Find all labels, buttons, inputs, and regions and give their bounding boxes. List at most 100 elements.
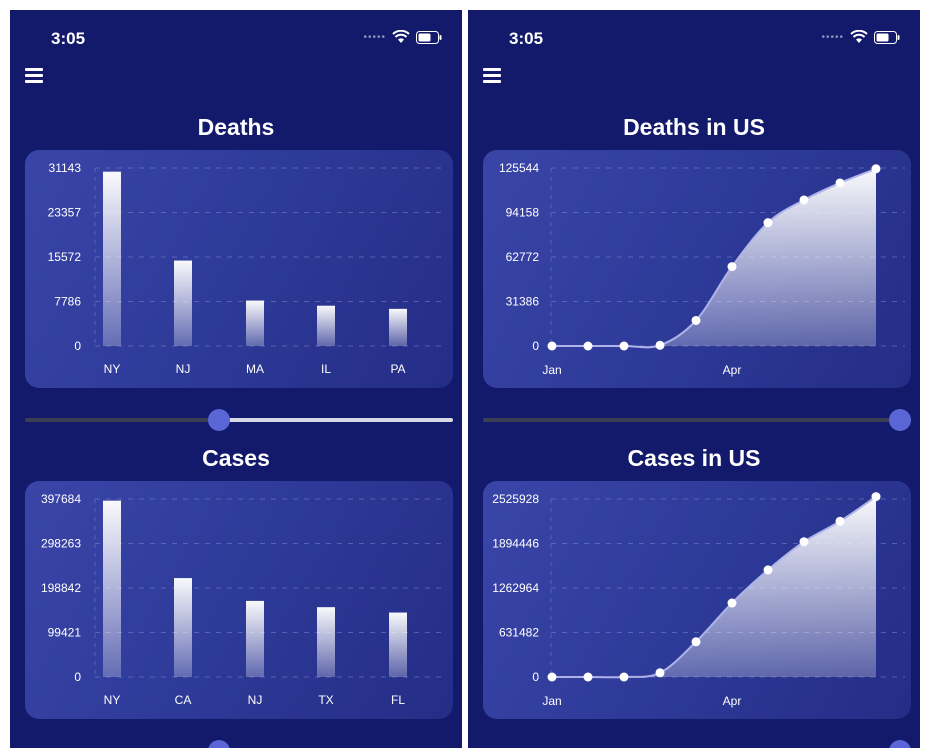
- data-point: [583, 672, 593, 682]
- wifi-icon: [392, 30, 410, 43]
- chart-title-deaths: Deaths: [197, 114, 275, 140]
- y-tick-label: 23357: [48, 206, 82, 220]
- data-point: [619, 341, 629, 351]
- data-point: [799, 195, 809, 205]
- x-tick-label: TX: [318, 693, 333, 707]
- slider-knob[interactable]: [207, 409, 230, 431]
- y-tick-label: 2525928: [492, 492, 539, 506]
- bar-chart-deaths: 31143 23357 15572 7786 0 NY NJ MA IL PA: [48, 161, 447, 376]
- menu-icon[interactable]: [483, 68, 501, 83]
- bar-nj: [174, 260, 192, 346]
- bar-fl: [389, 612, 407, 677]
- data-point: [871, 492, 881, 502]
- bar-ny: [103, 171, 121, 346]
- slider-deaths[interactable]: [25, 409, 453, 431]
- y-tick-label: 631482: [499, 626, 539, 640]
- status-icons: •••••: [363, 30, 442, 44]
- bar-nj: [246, 600, 264, 677]
- y-tick-label: 298263: [41, 537, 81, 551]
- y-tick-label: 1894446: [492, 537, 539, 551]
- series-line: [552, 167, 877, 349]
- y-tick-label: 397684: [41, 492, 81, 506]
- y-tick-label: 0: [532, 670, 539, 684]
- y-tick-label: 62772: [506, 250, 540, 264]
- battery-icon: [416, 30, 442, 44]
- data-point: [835, 516, 845, 526]
- x-tick-label: NJ: [248, 693, 263, 707]
- data-point: [547, 341, 557, 351]
- chart-card-cases-us: 2525928 1894446 1262964 631482 0 Jan Apr: [483, 481, 911, 719]
- y-tick-label: 125544: [499, 161, 539, 175]
- chart-title-deaths-us: Deaths in US: [623, 114, 765, 140]
- data-point: [655, 668, 665, 678]
- y-tick-label: 7786: [54, 295, 81, 309]
- slider-deaths-us[interactable]: [483, 409, 911, 431]
- slider-knob[interactable]: [207, 740, 230, 748]
- x-tick-label: Jan: [542, 363, 561, 377]
- status-icons: •••••: [821, 30, 900, 44]
- x-tick-label: CA: [175, 693, 192, 707]
- data-point: [655, 340, 665, 350]
- x-tick-label: Apr: [723, 363, 742, 377]
- slider-knob[interactable]: [889, 409, 911, 431]
- y-tick-label: 15572: [48, 250, 82, 264]
- data-point: [547, 672, 557, 682]
- x-tick-label: FL: [391, 693, 405, 707]
- status-time: 3:05: [509, 29, 544, 48]
- x-tick-label: Jan: [542, 694, 561, 708]
- chart-card-cases: 397684 298263 198842 99421 0 NY CA NJ TX FL: [25, 481, 453, 719]
- data-point: [691, 315, 701, 325]
- data-point: [763, 565, 773, 575]
- wifi-icon: [850, 30, 868, 43]
- bar-il: [317, 305, 335, 346]
- data-point: [619, 672, 629, 682]
- y-tick-label: 94158: [506, 206, 540, 220]
- chart-card-deaths: 31143 23357 15572 7786 0 NY NJ MA IL PA: [25, 150, 453, 388]
- bar-ca: [174, 578, 192, 677]
- data-point: [763, 218, 773, 228]
- battery-icon: [874, 30, 900, 44]
- chart-title-cases: Cases: [202, 445, 270, 471]
- menu-icon[interactable]: [25, 68, 43, 83]
- y-tick-label: 1262964: [492, 581, 539, 595]
- status-time: 3:05: [51, 29, 86, 48]
- x-tick-label: Apr: [723, 694, 742, 708]
- bar-ma: [246, 300, 264, 346]
- area-fill: [552, 496, 876, 678]
- phone-screen-right: 3:05 ••••• Deaths in US 125544 94158 62772…: [468, 10, 920, 748]
- y-tick-label: 198842: [41, 581, 81, 595]
- phone-screen-left: 3:05 ••••• Deaths 31143 23357 15572 7786 0 NY…: [10, 10, 462, 748]
- x-tick-label: MA: [246, 362, 264, 376]
- signal-icon: •••••: [821, 31, 844, 43]
- x-tick-label: PA: [390, 362, 405, 376]
- bar-tx: [317, 607, 335, 677]
- signal-icon: •••••: [363, 31, 386, 43]
- data-point: [583, 341, 593, 351]
- bar-chart-cases: 397684 298263 198842 99421 0 NY CA NJ TX FL: [41, 492, 447, 707]
- data-point: [727, 598, 737, 608]
- data-point: [691, 637, 701, 647]
- slider-cases-us[interactable]: [483, 740, 911, 748]
- x-tick-label: IL: [321, 362, 331, 376]
- slider-knob[interactable]: [889, 740, 911, 748]
- x-tick-label: NY: [104, 693, 121, 707]
- data-point: [835, 178, 845, 188]
- bar-pa: [389, 308, 407, 346]
- area-fill: [552, 168, 876, 348]
- y-tick-label: 0: [532, 339, 539, 353]
- y-tick-label: 0: [74, 670, 81, 684]
- data-point: [799, 537, 809, 547]
- data-point: [727, 262, 737, 272]
- bar-ny: [103, 500, 121, 677]
- x-tick-label: NY: [104, 362, 121, 376]
- y-tick-label: 31386: [506, 295, 540, 309]
- chart-title-cases-us: Cases in US: [627, 445, 761, 471]
- data-point: [871, 164, 881, 174]
- y-tick-label: 0: [74, 339, 81, 353]
- series-line: [552, 495, 877, 679]
- chart-card-deaths-us: 125544 94158 62772 31386 0 Jan Apr: [483, 150, 911, 388]
- y-tick-label: 31143: [49, 161, 82, 175]
- slider-cases[interactable]: [25, 740, 453, 748]
